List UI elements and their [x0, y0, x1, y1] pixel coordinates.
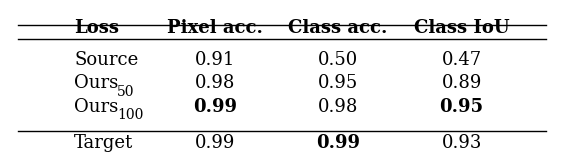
Text: 0.91: 0.91	[195, 51, 235, 69]
Text: 0.89: 0.89	[442, 74, 482, 92]
Text: Source: Source	[74, 51, 139, 69]
Text: Ours: Ours	[74, 74, 118, 92]
Text: Class acc.: Class acc.	[288, 19, 388, 37]
Text: 0.93: 0.93	[442, 134, 482, 152]
Text: 0.98: 0.98	[195, 74, 235, 92]
Text: Ours: Ours	[74, 98, 118, 116]
Text: Pixel acc.: Pixel acc.	[167, 19, 263, 37]
Text: 0.47: 0.47	[442, 51, 482, 69]
Text: 0.98: 0.98	[318, 98, 358, 116]
Text: 0.99: 0.99	[193, 98, 237, 116]
Text: 50: 50	[117, 85, 134, 99]
Text: Loss: Loss	[74, 19, 120, 37]
Text: 0.95: 0.95	[318, 74, 358, 92]
Text: Class IoU: Class IoU	[414, 19, 509, 37]
Text: 0.99: 0.99	[316, 134, 360, 152]
Text: 0.99: 0.99	[195, 134, 235, 152]
Text: 0.50: 0.50	[318, 51, 358, 69]
Text: 100: 100	[117, 108, 143, 122]
Text: 0.95: 0.95	[439, 98, 484, 116]
Text: Target: Target	[74, 134, 134, 152]
